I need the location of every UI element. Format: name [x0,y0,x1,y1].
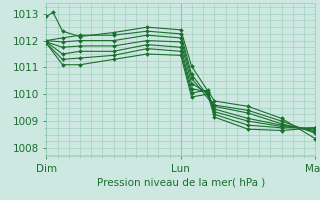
X-axis label: Pression niveau de la mer( hPa ): Pression niveau de la mer( hPa ) [97,178,265,188]
